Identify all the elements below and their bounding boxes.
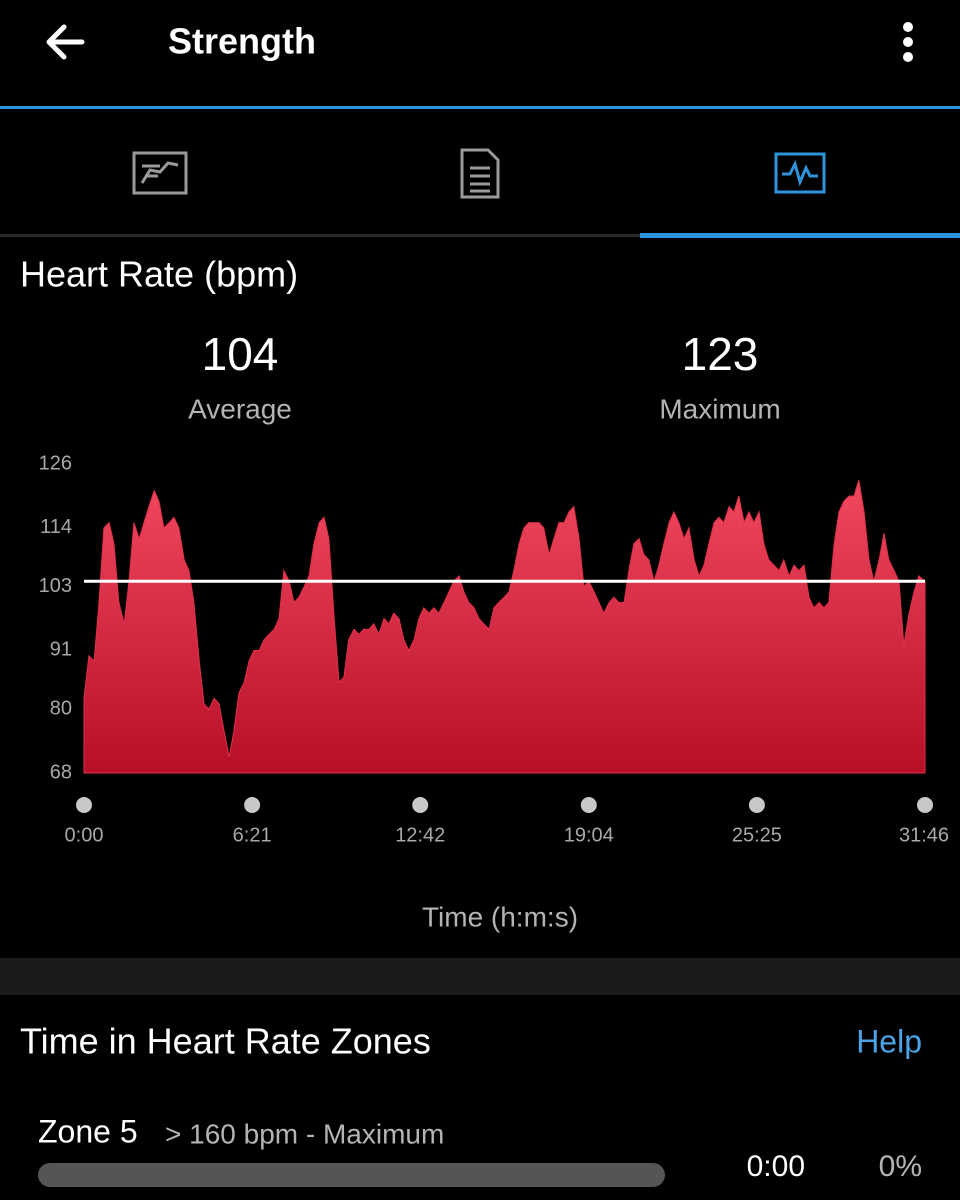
zone-bar-track (38, 1163, 665, 1187)
x-axis-label: Time (h:m:s) (422, 901, 578, 932)
header-title: Strength (168, 21, 316, 62)
stat-value: 123 (682, 328, 759, 380)
x-tick-dot (412, 797, 429, 813)
x-tick-label: 12:42 (395, 824, 445, 846)
tab-track (0, 234, 960, 237)
zone-time: 0:00 (747, 1150, 805, 1183)
x-tick-dot (244, 797, 261, 813)
back-button[interactable] (46, 24, 85, 60)
zones-title: Time in Heart Rate Zones (20, 1021, 431, 1062)
x-tick-label: 31:46 (899, 824, 949, 846)
x-tick-dot (748, 797, 765, 813)
stat-value: 104 (202, 328, 279, 380)
heart-rate-chart: 104 Average 123 Maximum 68 80 91 103 114 126 0:00 6… (39, 328, 949, 846)
x-tick-dot (917, 797, 933, 813)
tab-indicator (640, 233, 960, 238)
y-tick-label: 80 (50, 697, 72, 719)
header-divider (0, 106, 960, 109)
zone-range: > 160 bpm - Maximum (165, 1118, 444, 1149)
y-tick-label: 103 (39, 575, 72, 597)
stat-label: Maximum (659, 393, 780, 424)
x-tick-label: 6:21 (233, 824, 272, 846)
x-tick-dot (580, 797, 597, 813)
tab-overview[interactable] (132, 151, 188, 195)
x-tick-label: 19:04 (564, 824, 614, 846)
more-menu[interactable] (903, 22, 913, 62)
y-tick-label: 91 (50, 639, 72, 661)
zone-name: Zone 5 (38, 1113, 138, 1149)
section-divider (0, 958, 960, 995)
y-tick-label: 68 (50, 761, 72, 783)
chart-title: Heart Rate (bpm) (20, 254, 298, 295)
stat-label: Average (188, 393, 292, 424)
x-tick-label: 25:25 (732, 824, 782, 846)
zone-percent: 0% (879, 1150, 922, 1183)
heart-rate-area (83, 479, 926, 774)
x-tick-label: 0:00 (65, 824, 104, 846)
y-tick-label: 126 (39, 452, 72, 474)
x-tick-dot (76, 797, 92, 813)
tab-charts[interactable] (774, 152, 826, 194)
tab-details[interactable] (460, 148, 500, 199)
help-link[interactable]: Help (856, 1023, 922, 1059)
y-tick-label: 114 (40, 516, 72, 538)
